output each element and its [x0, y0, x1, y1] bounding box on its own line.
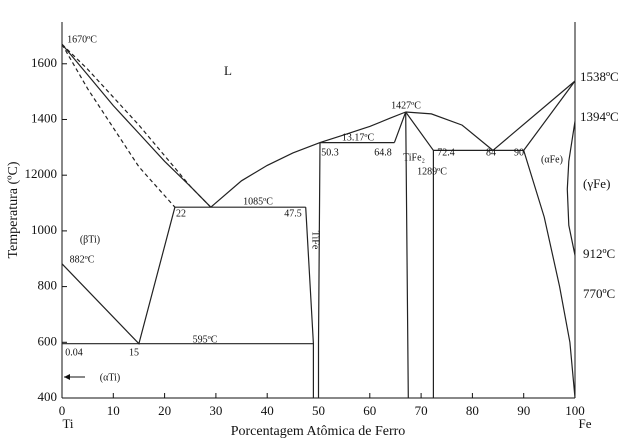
annotation: 1289ºC — [417, 166, 447, 177]
phase-boundary — [61, 43, 212, 208]
x-tick-label: 20 — [158, 403, 171, 418]
annotation: 1085ºC — [243, 196, 273, 207]
annotation: 1427ºC — [391, 100, 421, 111]
annotation: 770ºC — [583, 286, 615, 301]
annotation: 64.8 — [374, 147, 392, 158]
annotation: 0.04 — [65, 347, 83, 358]
x-tick-label: 80 — [466, 403, 479, 418]
annotation: (βTi) — [80, 234, 100, 245]
phase-boundary — [210, 111, 406, 208]
annotation: 90 — [514, 147, 524, 158]
phase-boundary — [566, 121, 576, 256]
x-tick-label: 50 — [312, 403, 325, 418]
annotation: 1670ºC — [67, 34, 97, 45]
phase-boundary — [523, 80, 576, 151]
phase-boundary — [61, 43, 212, 208]
annotation: 595ºC — [193, 334, 218, 345]
x-tick-label: 70 — [415, 403, 428, 418]
phase-boundary — [61, 207, 176, 345]
y-tick-label: 1000 — [31, 222, 57, 237]
annotation: 13.17ºC — [342, 132, 375, 143]
y-tick-label: 1400 — [31, 110, 57, 125]
y-tick-label: 800 — [38, 278, 58, 293]
annotation: 882ºC — [70, 254, 95, 265]
annotation: (αFe) — [541, 154, 563, 165]
phase-boundary — [61, 43, 176, 208]
arrow-head — [64, 374, 70, 380]
x-tick-label: 90 — [517, 403, 530, 418]
annotation: (αTi) — [100, 372, 120, 383]
annotation: 84 — [486, 147, 496, 158]
annotation: Fe — [579, 416, 592, 431]
x-axis-title: Porcentagem Atômica de Ferro — [231, 424, 406, 439]
phase-boundary — [317, 142, 321, 398]
y-tick-label: 600 — [38, 333, 58, 348]
annotation: 912ºC — [583, 246, 615, 261]
y-axis-title: Temperatura (ºC) — [6, 161, 21, 258]
x-tick-label: 0 — [59, 403, 66, 418]
annotation: 47.5 — [284, 208, 302, 219]
annotation: 15 — [129, 347, 139, 358]
phase-boundary — [405, 111, 494, 151]
annotation: 22 — [176, 208, 186, 219]
annotation: (γFe) — [583, 176, 610, 191]
x-tick-label: 30 — [209, 403, 222, 418]
annotation: 50.3 — [321, 147, 339, 158]
y-tick-label: 400 — [38, 389, 58, 404]
annotation: 1538ºC — [580, 69, 619, 84]
phase-boundary — [523, 150, 576, 399]
phase-boundary — [492, 80, 576, 151]
x-tick-label: 100 — [565, 403, 585, 418]
x-tick-label: 60 — [363, 403, 376, 418]
annotation: TiFe₂ — [403, 152, 425, 163]
x-tick-label: 40 — [261, 403, 274, 418]
annotation: 1394ºC — [580, 109, 619, 124]
annotation: L — [224, 63, 232, 78]
annotation: 72.4 — [437, 147, 455, 158]
annotation: TiFe — [310, 231, 321, 250]
y-tick-label: 12000 — [25, 166, 58, 181]
y-tick-label: 1600 — [31, 55, 57, 70]
annotation: Ti — [62, 416, 73, 431]
x-tick-label: 10 — [107, 403, 120, 418]
phase-boundary — [305, 207, 314, 398]
